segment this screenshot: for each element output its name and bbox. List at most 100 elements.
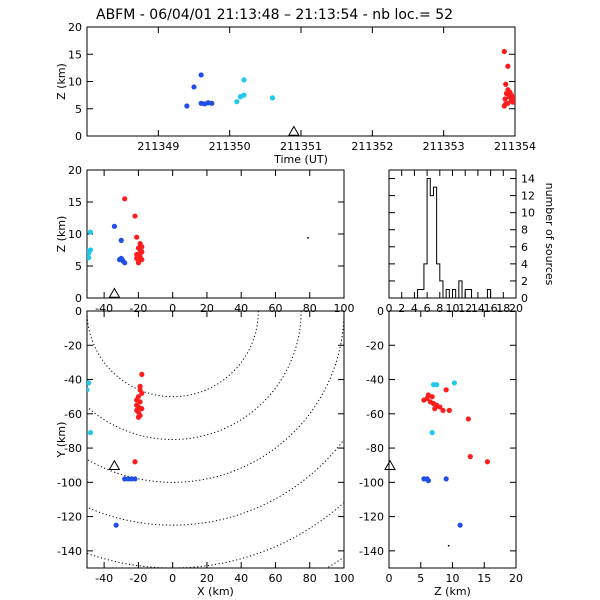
source-point [443, 476, 449, 482]
y-tick-label: 15 [68, 196, 82, 209]
x-tick-label: -40 [95, 572, 113, 585]
source-point [502, 96, 508, 102]
station-marker-icon [288, 125, 300, 136]
source-point [135, 414, 141, 420]
y-tick-label: -100 [359, 476, 384, 489]
source-point [429, 430, 435, 436]
x-tick-label: 20 [509, 302, 523, 315]
title-time-range: 21:13:48 – 21:13:54 [217, 7, 359, 23]
source-point [87, 387, 90, 393]
range-ring [87, 311, 302, 440]
x-height-panel: -40 -20 0 20 40 60 80 100 0 5 10 15 20 Z (km) [55, 164, 355, 315]
axes-frame [86, 310, 345, 569]
source-point [134, 397, 140, 403]
axes-frame [86, 169, 345, 299]
source-point [134, 234, 140, 240]
data-points [87, 371, 145, 528]
source-point [137, 250, 143, 256]
source-point [135, 257, 141, 263]
source-point [191, 84, 197, 90]
y-tick-label: 2 [521, 275, 528, 288]
y-tick-label: 10 [68, 76, 82, 89]
source-point [132, 459, 138, 465]
source-point [202, 101, 208, 107]
y-tick-label: 20 [68, 21, 82, 34]
y-tick-label: 4 [521, 258, 528, 271]
y-tick-label: -80 [64, 442, 82, 455]
y-tick-label: -100 [57, 476, 82, 489]
source-point [87, 380, 92, 386]
histogram-bin [430, 196, 433, 298]
x-tick-label: 100 [334, 302, 355, 315]
x-tick-label: 20 [200, 572, 214, 585]
x-axis-label: X (km) [197, 585, 234, 598]
source-point [503, 101, 509, 107]
x-tick-label: 211349 [137, 140, 179, 153]
source-point [511, 95, 515, 101]
source-point [122, 196, 128, 202]
y-tick-label: 20 [68, 164, 82, 177]
station-marker-icon [108, 459, 121, 470]
source-point [465, 416, 471, 422]
x-axis-label: Time (UT) [273, 153, 328, 166]
x-tick-label: 18 [496, 302, 510, 315]
y-tick-label: -20 [366, 339, 384, 352]
source-point [122, 476, 128, 482]
y-axis-label: number of sources [543, 183, 556, 286]
x-tick-label: 0 [386, 302, 393, 315]
source-point [118, 255, 124, 261]
source-point [507, 89, 513, 95]
x-tick-label: 211354 [494, 140, 536, 153]
x-tick-label: 20 [509, 572, 523, 585]
figure-title: ABFM - 06/04/01 21:13:48 – 21:13:54 - nb… [96, 7, 453, 23]
x-tick-label: 8 [436, 302, 443, 315]
y-tick-label: -40 [64, 374, 82, 387]
x-axis-label: Z (km) [434, 585, 471, 598]
title-count: 52 [435, 7, 453, 23]
x-tick-label: 0 [169, 302, 176, 315]
source-point [113, 522, 119, 528]
x-tick-label: -20 [129, 302, 147, 315]
source-point [132, 476, 138, 482]
histogram-bin [421, 289, 424, 298]
source-point [137, 383, 143, 389]
x-tick-label: 0 [386, 572, 393, 585]
source-point [87, 430, 94, 436]
station-marker-icon [384, 459, 396, 470]
title-date: 06/04/01 [149, 7, 212, 23]
data-points [184, 48, 515, 109]
source-point [510, 99, 515, 105]
y-tick-label: 6 [521, 241, 528, 254]
x-tick-label: 12 [458, 302, 472, 315]
source-point [432, 406, 438, 412]
source-point [484, 459, 491, 465]
source-point [234, 99, 240, 105]
y-tick-label: 0 [521, 292, 528, 305]
source-point [122, 260, 128, 266]
source-point [184, 103, 190, 109]
y-tick-label: 0 [75, 305, 82, 318]
x-tick-label: 20 [200, 302, 214, 315]
source-point [434, 382, 440, 388]
source-point [425, 478, 431, 484]
y-tick-label: 8 [521, 224, 528, 237]
source-point [139, 390, 145, 396]
x-tick-label: 10 [446, 572, 460, 585]
y-tick-label: 5 [75, 260, 82, 273]
axes-frame [388, 169, 517, 299]
axes-frame [86, 26, 516, 137]
station-marker-icon [108, 287, 121, 298]
x-tick-label: 10 [446, 302, 460, 315]
source-point [440, 407, 446, 413]
y-tick-label: -140 [359, 545, 384, 558]
x-tick-label: 60 [268, 302, 282, 315]
y-tick-label: 0 [75, 130, 82, 143]
y-tick-label: -120 [359, 511, 384, 524]
source-point [446, 407, 452, 413]
y-tick-label: 0 [377, 305, 384, 318]
x-tick-label: 80 [303, 302, 317, 315]
x-tick-label: 40 [234, 302, 248, 315]
